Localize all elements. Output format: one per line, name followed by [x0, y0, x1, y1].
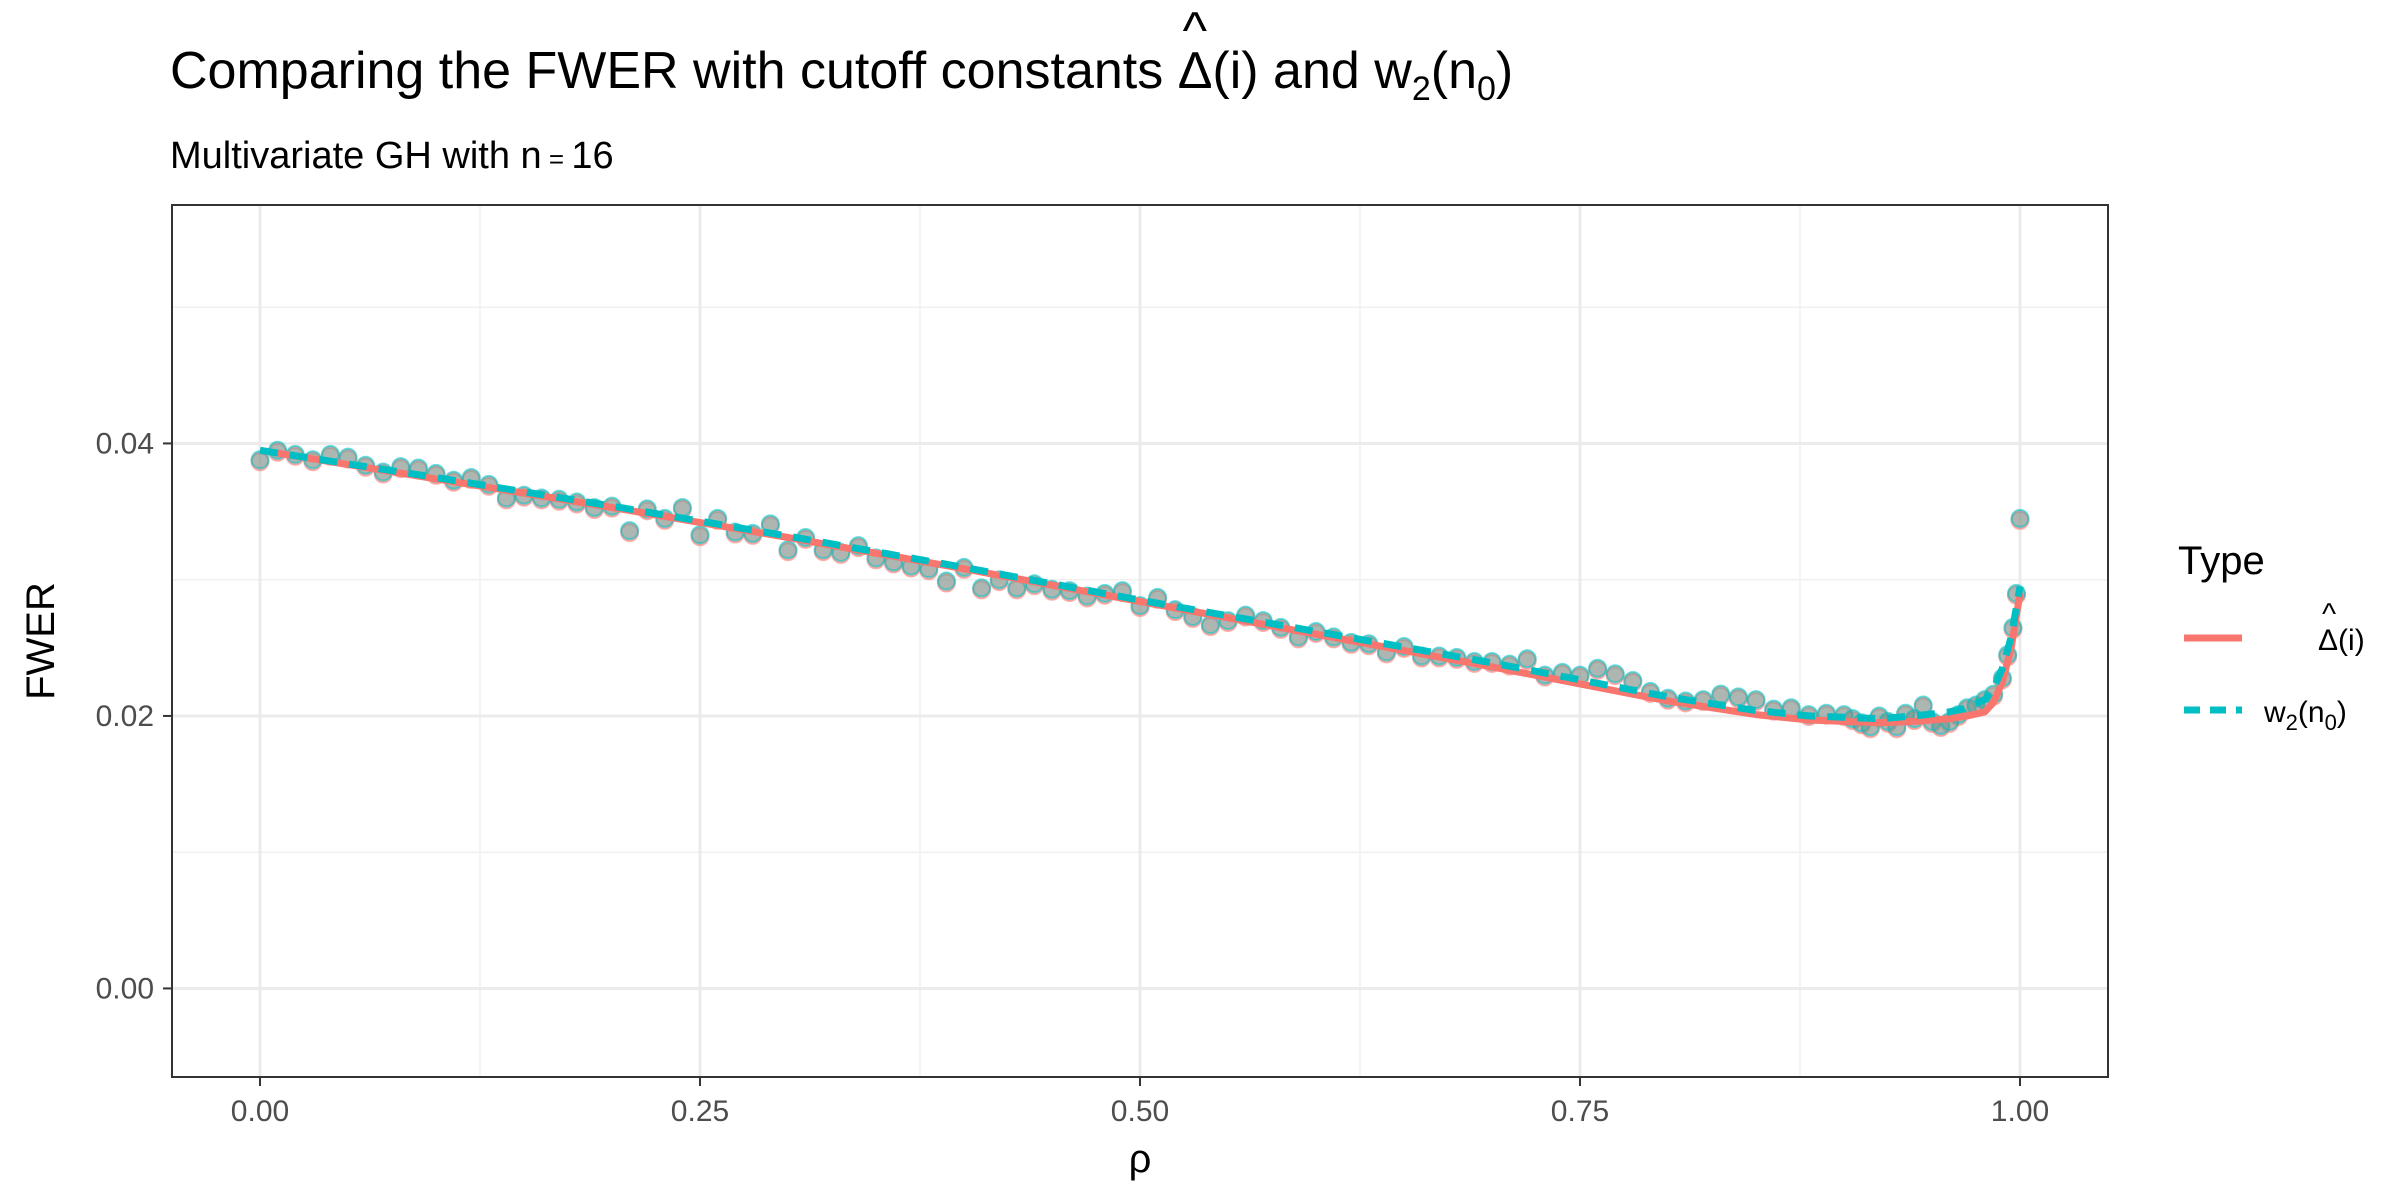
x-tick-label: 0.50 — [1111, 1095, 1169, 1128]
y-tick-label: 0.04 — [96, 427, 154, 460]
data-point-w2 — [1517, 649, 1537, 669]
legend-w-sub: 2 — [2286, 710, 2298, 735]
x-tick-label: 0.75 — [1551, 1095, 1609, 1128]
y-tick-label: 0.00 — [96, 972, 154, 1005]
legend-w-rest: (n — [2298, 696, 2325, 729]
title-delta: Δ — [1178, 42, 1213, 100]
data-point-w2 — [1605, 664, 1625, 684]
data-point-w2 — [778, 540, 798, 560]
data-point-w2 — [690, 525, 710, 545]
legend-delta-main: Δ — [2318, 624, 2338, 657]
data-point-w2 — [972, 578, 992, 598]
legend-label-delta: Δ(i) — [2318, 624, 2365, 657]
subtitle-value: 16 — [571, 135, 613, 177]
subtitle-prefix: Multivariate GH with n — [170, 135, 542, 177]
legend: Type Δ(i) ^ w2(n0) — [2178, 539, 2365, 735]
title-paren-open: (n — [1431, 42, 1477, 100]
subtitle-eq: = — [542, 144, 572, 174]
data-lines — [259, 446, 2024, 727]
title-sub0: 0 — [1477, 70, 1496, 108]
legend-delta-hat: ^ — [2322, 598, 2336, 631]
legend-delta-rest: (i) — [2338, 624, 2365, 657]
legend-w-close: ) — [2337, 696, 2347, 729]
data-point-w2 — [1746, 690, 1766, 710]
x-axis: 0.00 0.25 0.50 0.75 1.00 — [231, 1077, 2049, 1128]
x-tick-label: 1.00 — [1991, 1095, 2049, 1128]
title-hat: ^ — [1183, 2, 1208, 60]
chart-title: Comparing the FWER with cutoff constants… — [170, 42, 1513, 108]
data-point-w2 — [1588, 658, 1608, 678]
title-mid: (i) and w — [1212, 42, 1412, 100]
data-point-w2 — [1728, 687, 1748, 707]
series-line-delta — [259, 446, 2024, 727]
series-line-w2 — [259, 446, 2024, 723]
x-tick-label: 0.25 — [671, 1095, 729, 1128]
legend-w-sub2: 0 — [2325, 710, 2337, 735]
y-axis: 0.00 0.02 0.04 — [96, 427, 172, 1005]
x-axis-title: ρ — [1129, 1137, 1152, 1181]
title-paren-close: ) — [1496, 42, 1513, 100]
legend-label-w2: w2(n0) — [2263, 696, 2347, 735]
data-point-w2 — [2010, 508, 2030, 528]
y-tick-label: 0.02 — [96, 700, 154, 733]
data-point-w2 — [672, 497, 692, 517]
legend-title: Type — [2178, 539, 2265, 583]
legend-w-main: w — [2263, 696, 2286, 729]
title-sub2: 2 — [1412, 70, 1431, 108]
data-point-w2 — [620, 521, 640, 541]
data-point-w2 — [1711, 684, 1731, 704]
title-prefix: Comparing the FWER with cutoff constants — [170, 42, 1178, 100]
data-point-w2 — [936, 571, 956, 591]
chart-subtitle: Multivariate GH with n = 16 — [170, 135, 614, 177]
x-tick-label: 0.00 — [231, 1095, 289, 1128]
y-axis-title: FWER — [19, 582, 63, 700]
